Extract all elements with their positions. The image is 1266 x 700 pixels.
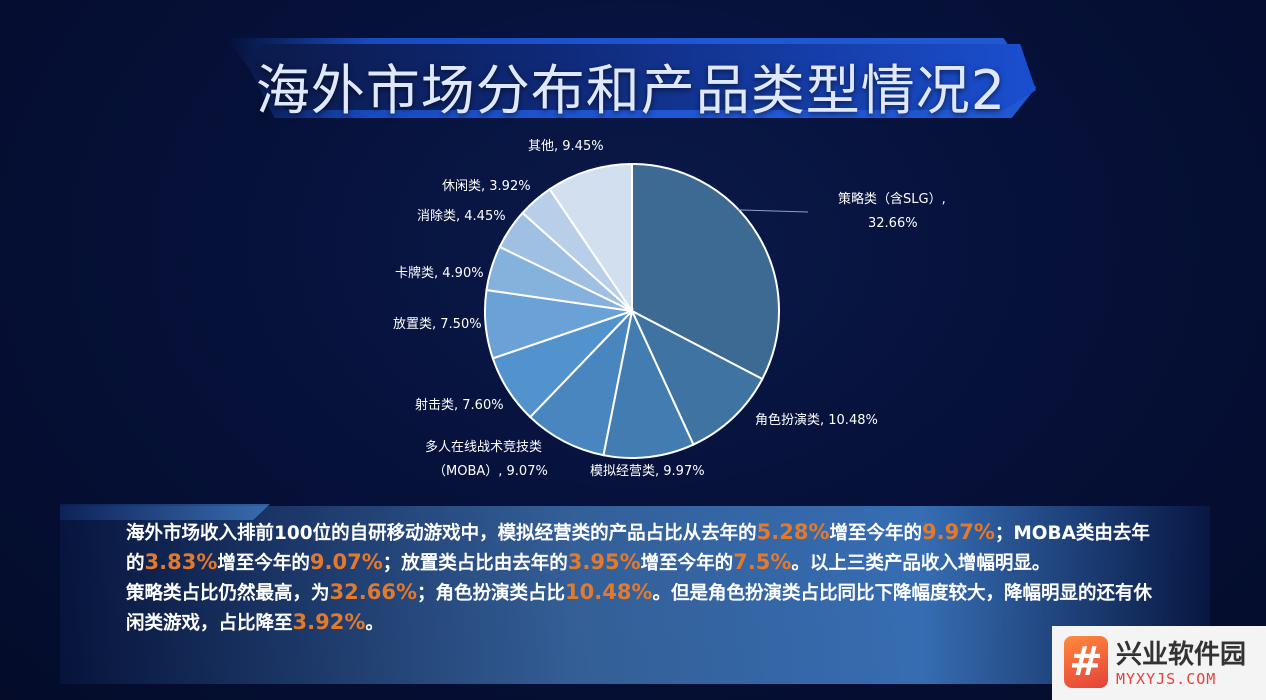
highlight-value: 3.92%	[292, 610, 366, 634]
pie-chart: 策略类（含SLG）, 32.66% 角色扮演类, 10.48% 模拟经营类, 9.97…	[393, 139, 946, 479]
summary-text-segment: 。以上三类产品收入增幅明显。	[791, 553, 1051, 574]
highlight-value: 9.07%	[309, 550, 383, 574]
summary-text-segment: 海外市场收入排前100位的自研移动游戏中，模拟经营类的产品占比从去年的	[126, 523, 757, 544]
pie-slice	[548, 162, 633, 315]
pie-slice	[602, 307, 695, 459]
pie-slice	[631, 162, 780, 381]
summary-text-segment: 增至今年的	[829, 523, 922, 544]
slice-label: 多人在线战术竞技类	[425, 439, 542, 455]
slice-label: 32.66%	[868, 216, 918, 231]
slice-label: 其他, 9.45%	[528, 139, 604, 154]
summary-paragraph-2: 策略类占比仍然最高，为32.66%；角色扮演类占比10.48%。但是角色扮演类占…	[126, 578, 1156, 638]
summary-paragraph-1: 海外市场收入排前100位的自研移动游戏中，模拟经营类的产品占比从去年的5.28%…	[126, 518, 1156, 578]
slice-label: 射击类, 7.60%	[415, 397, 504, 413]
summary-text-segment: ；MOBA类由去年的	[126, 523, 1150, 574]
summary-text-segment: ；放置类占比由去年的	[382, 553, 568, 574]
slice-label: 角色扮演类, 10.48%	[755, 412, 878, 428]
title-banner: 海外市场分布和产品类型情况2	[226, 38, 1036, 122]
site-watermark: # 兴业软件园 MYXYJS.COM	[1052, 626, 1266, 700]
watermark-site-name: 兴业软件园	[1116, 640, 1247, 670]
summary-text-segment: 策略类占比仍然最高，为	[126, 583, 330, 604]
pie-slice	[629, 308, 764, 446]
summary-panel	[60, 506, 1210, 684]
leader-line	[737, 209, 809, 213]
slice-label: 策略类（含SLG）,	[838, 191, 946, 207]
slice-label: 模拟经营类, 9.97%	[590, 464, 705, 479]
slice-label: 放置类, 7.50%	[393, 317, 482, 332]
highlight-value: 3.83%	[144, 550, 218, 574]
summary-text-segment: 。	[365, 613, 384, 634]
highlight-value: 5.28%	[756, 520, 830, 544]
summary-text: 海外市场收入排前100位的自研移动游戏中，模拟经营类的产品占比从去年的5.28%…	[126, 518, 1156, 638]
highlight-value: 7.5%	[733, 550, 792, 574]
slice-label: 卡牌类, 4.90%	[395, 265, 484, 281]
highlight-value: 3.95%	[567, 550, 641, 574]
pie-slice	[528, 307, 634, 457]
slice-label: （MOBA）, 9.07%	[433, 464, 548, 479]
highlight-value: 10.48%	[565, 580, 653, 604]
title-stripe-inner	[246, 44, 1036, 110]
summary-text-segment: 。但是角色扮演类占比同比下降幅度较大，降幅明显的还有休闲类游戏，占比降至	[126, 583, 1152, 634]
summary-text-segment: ；角色扮演类占比	[416, 583, 565, 604]
page-title: 海外市场分布和产品类型情况2	[255, 59, 1007, 122]
summary-text-segment: 增至今年的	[217, 553, 310, 574]
summary-text-segment: 增至今年的	[640, 553, 734, 574]
slice-label: 休闲类, 3.92%	[442, 179, 531, 194]
slice-label: 消除类, 4.45%	[417, 209, 506, 224]
highlight-value: 9.97%	[922, 520, 995, 544]
watermark-domain: MYXYJS.COM	[1116, 670, 1217, 688]
highlight-value: 32.66%	[329, 580, 417, 604]
hash-icon: #	[1064, 636, 1108, 688]
